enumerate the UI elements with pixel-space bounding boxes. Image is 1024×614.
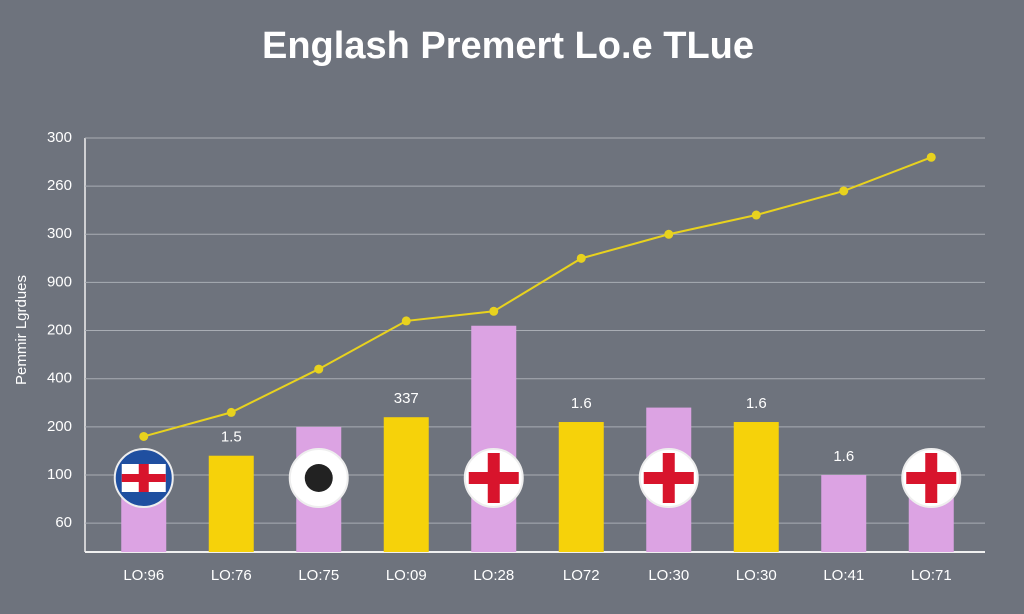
line bbox=[143, 156, 932, 438]
y-tick-label: 260 bbox=[47, 177, 72, 194]
y-tick-label: 400 bbox=[47, 370, 72, 387]
x-tick-label: LO:09 bbox=[386, 567, 427, 584]
line-marker bbox=[401, 316, 411, 326]
line-marker bbox=[226, 407, 236, 417]
y-tick-label: 100 bbox=[47, 466, 72, 483]
x-tick-label: LO:41 bbox=[823, 567, 864, 584]
line-marker bbox=[489, 306, 499, 316]
y-tick-label: 300 bbox=[47, 129, 72, 146]
y-axis-label: Pemmir Lgrdues bbox=[13, 275, 30, 385]
annotation: 1.6 bbox=[833, 448, 854, 465]
x-tick-label: LO:30 bbox=[648, 567, 689, 584]
annotation: 1.6 bbox=[746, 395, 767, 412]
line-marker bbox=[576, 253, 586, 263]
badge-flag bbox=[121, 474, 166, 482]
y-tick-label: 60 bbox=[55, 514, 72, 531]
line-marker bbox=[139, 431, 149, 441]
x-tick-label: LO72 bbox=[563, 567, 600, 584]
y-tick-label: 200 bbox=[47, 322, 72, 339]
line-marker bbox=[664, 229, 674, 239]
y-tick-label: 300 bbox=[47, 225, 72, 242]
annotation: 1.6 bbox=[571, 395, 592, 412]
x-tick-label: LO:30 bbox=[736, 567, 777, 584]
x-tick-label: LO:71 bbox=[911, 567, 952, 584]
badge-lion bbox=[304, 464, 333, 492]
line-marker bbox=[926, 152, 936, 162]
x-tick-label: LO:96 bbox=[123, 567, 164, 584]
bar bbox=[208, 455, 254, 552]
bar bbox=[733, 422, 779, 552]
y-tick-label: 900 bbox=[47, 273, 72, 290]
y-tick-label: 200 bbox=[47, 418, 72, 435]
bar bbox=[821, 474, 867, 552]
badge-cross bbox=[662, 453, 675, 503]
x-tick-label: LO:75 bbox=[298, 567, 339, 584]
x-tick-label: LO:28 bbox=[473, 567, 514, 584]
annotation: 337 bbox=[394, 390, 419, 407]
bar bbox=[383, 417, 429, 552]
chart-title: Englash Premert Lo.e TLue bbox=[262, 25, 754, 67]
badge-cross bbox=[925, 453, 938, 503]
line-marker bbox=[751, 210, 761, 220]
x-tick-label: LO:76 bbox=[211, 567, 252, 584]
bar bbox=[558, 422, 604, 552]
bar bbox=[471, 325, 517, 552]
line-marker bbox=[839, 186, 849, 196]
line-marker bbox=[314, 364, 324, 374]
annotation: 1.5 bbox=[221, 429, 242, 446]
badge-cross bbox=[487, 453, 500, 503]
